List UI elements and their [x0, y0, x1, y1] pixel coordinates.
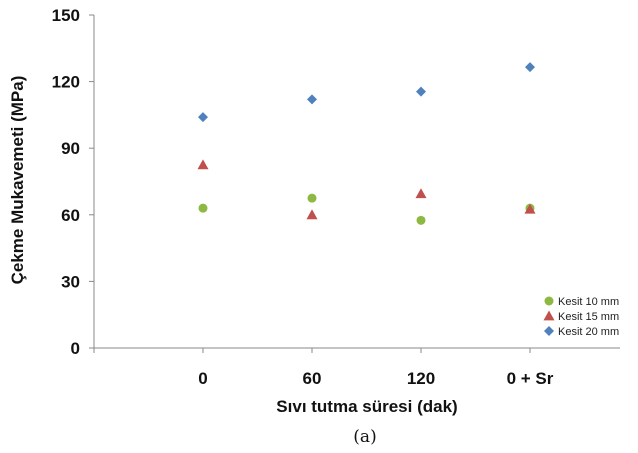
data-point: [525, 62, 535, 73]
legend-marker: [544, 326, 554, 336]
y-axis-ticks: 0 30 60 90 120 150: [52, 6, 94, 358]
y-tick-label: 150: [52, 6, 80, 25]
y-tick-label: 30: [61, 272, 80, 291]
data-point: [198, 203, 208, 213]
legend-marker: [543, 310, 555, 321]
data-point: [307, 94, 317, 105]
x-axis-ticks: 0 60 120 0 + Sr: [93, 348, 554, 388]
y-tick-label: 90: [61, 139, 80, 158]
legend-entry-label: Kesit 20 mm: [558, 326, 619, 338]
data-points: [197, 62, 536, 225]
y-axis-label: Çekme Mukavemeti (MPa): [8, 76, 27, 285]
data-point: [306, 209, 318, 220]
y-tick-label: 0: [71, 339, 80, 358]
axes: [93, 15, 620, 349]
legend-entry-label: Kesit 10 mm: [558, 296, 619, 308]
x-axis-label: Sıvı tutma süresi (dak): [276, 397, 457, 416]
x-tick-label: 120: [407, 369, 435, 388]
data-point: [307, 193, 317, 203]
legend: Kesit 10 mm Kesit 15 mm Kesit 20 mm: [543, 296, 619, 338]
x-tick-label: 0 + Sr: [507, 369, 554, 388]
data-point: [415, 188, 427, 199]
y-tick-label: 60: [61, 206, 80, 225]
data-point: [416, 215, 426, 225]
legend-marker: [544, 296, 554, 306]
data-point: [197, 159, 209, 170]
data-point: [198, 112, 208, 123]
data-point: [524, 203, 536, 214]
y-tick-label: 120: [52, 73, 80, 92]
x-tick-label: 0: [198, 369, 207, 388]
legend-entry-label: Kesit 15 mm: [558, 311, 619, 323]
figure-caption: (a): [353, 427, 376, 447]
x-tick-label: 60: [303, 369, 322, 388]
data-point: [416, 86, 426, 97]
